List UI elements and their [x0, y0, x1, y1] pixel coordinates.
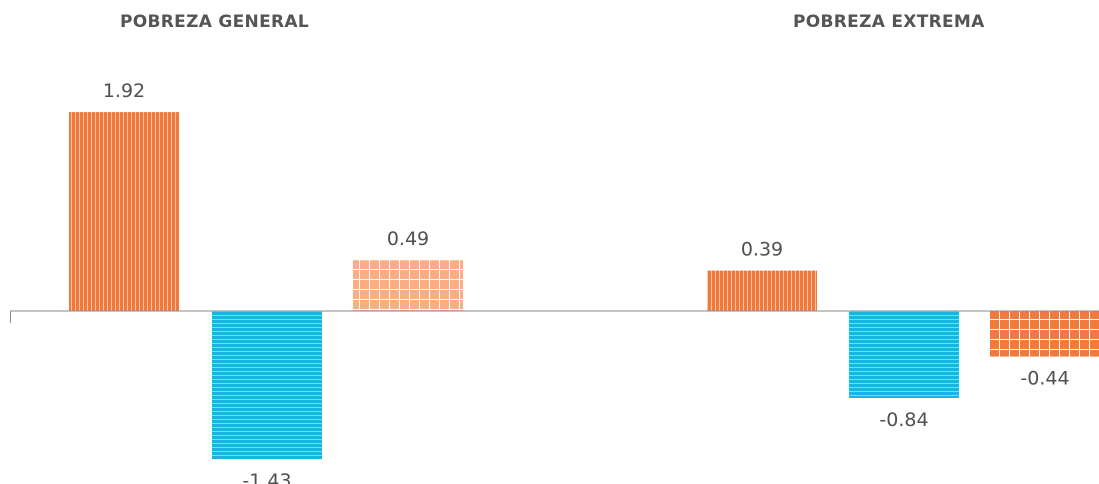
panel-title-pobreza-general: POBREZA GENERAL [120, 12, 309, 32]
data-label-0-0: 1.92 [103, 80, 145, 102]
bar-1-2 [990, 311, 1099, 357]
panel-title-pobreza-extrema: POBREZA EXTREMA [793, 12, 985, 32]
data-label-0-2: 0.49 [387, 228, 429, 250]
bar-0-1 [212, 311, 322, 460]
data-label-1-1: -0.84 [879, 409, 928, 431]
bar-0-2 [353, 260, 463, 311]
bar-1-1 [849, 311, 959, 399]
data-label-1-2: -0.44 [1020, 368, 1069, 390]
data-label-0-1: -1.43 [242, 470, 291, 484]
data-label-1-0: 0.39 [741, 239, 783, 261]
bar-0-0 [69, 112, 179, 311]
bar-1-0 [707, 270, 817, 311]
